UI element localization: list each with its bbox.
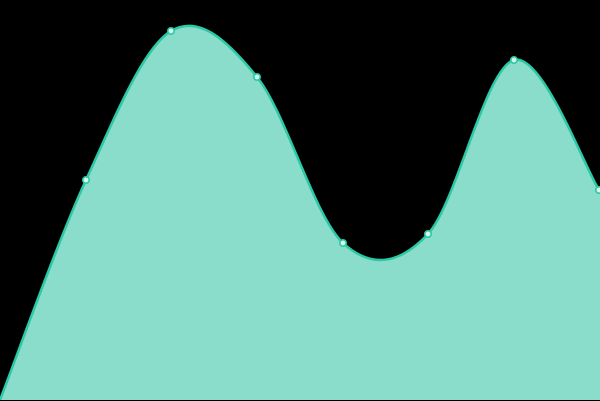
data-point-marker[interactable] (595, 186, 600, 194)
data-point-marker[interactable] (423, 230, 432, 239)
data-point-marker[interactable] (167, 26, 176, 35)
data-point-marker[interactable] (509, 55, 518, 64)
data-point-markers (82, 26, 600, 248)
data-point-marker[interactable] (253, 73, 262, 82)
data-point-marker[interactable] (338, 239, 347, 248)
data-point-marker[interactable] (82, 176, 91, 185)
area-fill-region (0, 25, 600, 400)
